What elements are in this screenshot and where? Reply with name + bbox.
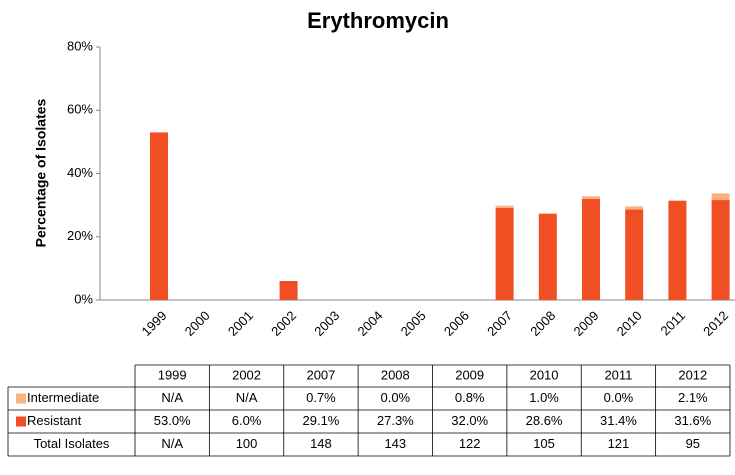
- table-cell: 1.0%: [529, 390, 559, 405]
- table-cell: 32.0%: [451, 413, 488, 428]
- y-tick-label: 0%: [74, 291, 93, 306]
- table-cell: 0.7%: [306, 390, 336, 405]
- x-tick-label: 1999: [138, 308, 169, 339]
- table-cell: 148: [310, 436, 332, 451]
- bar-segment: [495, 205, 514, 208]
- bar-segment: [625, 206, 644, 210]
- bar-segment: [582, 196, 600, 199]
- x-tick-label: 2009: [570, 308, 601, 339]
- table-cell: 2.1%: [678, 390, 708, 405]
- x-tick-label: 2000: [182, 308, 213, 339]
- y-tick-label: 20%: [67, 228, 93, 243]
- bar-segment: [150, 132, 168, 300]
- legend-label: Intermediate: [27, 390, 99, 405]
- x-tick-label: 2003: [311, 308, 342, 339]
- y-tick-label: 40%: [67, 165, 93, 180]
- x-tick-label: 2005: [398, 308, 429, 339]
- legend-label: Resistant: [27, 413, 82, 428]
- table-cell: 0.0%: [380, 390, 410, 405]
- table-cell: 122: [459, 436, 481, 451]
- y-tick-label: 60%: [67, 102, 93, 117]
- table-cell: 31.4%: [600, 413, 637, 428]
- legend-swatch: [16, 393, 26, 404]
- bar-segment: [279, 281, 298, 300]
- table-cell: 31.6%: [674, 413, 711, 428]
- table-cell: 0.0%: [604, 390, 634, 405]
- table-cell: 100: [236, 436, 258, 451]
- bar-segment: [495, 207, 514, 300]
- row-label: Total Isolates: [34, 436, 110, 451]
- x-tick-label: 2008: [527, 308, 558, 339]
- table-cell: 28.6%: [526, 413, 563, 428]
- table-header: 2010: [530, 367, 559, 382]
- bar-segment: [538, 213, 557, 300]
- y-tick-label: 80%: [67, 38, 93, 53]
- table-header: 1999: [158, 367, 187, 382]
- table-cell: N/A: [161, 390, 183, 405]
- y-axis-label: Percentage of Isolates: [33, 98, 49, 247]
- bar-segment: [625, 209, 644, 300]
- table-cell: N/A: [161, 436, 183, 451]
- table-cell: 0.8%: [455, 390, 485, 405]
- table-cell: 95: [686, 436, 700, 451]
- x-tick-label: 2010: [614, 308, 645, 339]
- legend-swatch: [16, 416, 26, 427]
- chart-title: Erythromycin: [307, 8, 449, 33]
- table-cell: 105: [533, 436, 555, 451]
- table-cell: 53.0%: [154, 413, 191, 428]
- table-header: 2009: [455, 367, 484, 382]
- table-cell: 121: [608, 436, 630, 451]
- table-header: 2002: [232, 367, 261, 382]
- x-tick-label: 2002: [268, 308, 299, 339]
- bar-segment: [582, 198, 600, 300]
- table-cell: N/A: [236, 390, 258, 405]
- x-tick-label: 2011: [658, 308, 688, 338]
- x-tick-label: 2004: [354, 308, 385, 339]
- table-cell: 6.0%: [232, 413, 262, 428]
- table-cell: 27.3%: [377, 413, 414, 428]
- bar-segment: [711, 200, 730, 300]
- table-header: 2007: [306, 367, 335, 382]
- x-tick-label: 2006: [441, 308, 472, 339]
- x-tick-label: 2012: [700, 308, 731, 339]
- table-cell: 143: [384, 436, 406, 451]
- table-header: 2011: [604, 367, 632, 382]
- table-cell: 29.1%: [303, 413, 340, 428]
- bar-segment: [711, 193, 730, 201]
- table-header: 2012: [678, 367, 707, 382]
- bar-segment: [668, 200, 687, 300]
- x-tick-label: 2007: [484, 308, 515, 339]
- table-header: 2008: [381, 367, 410, 382]
- x-tick-label: 2001: [225, 308, 256, 339]
